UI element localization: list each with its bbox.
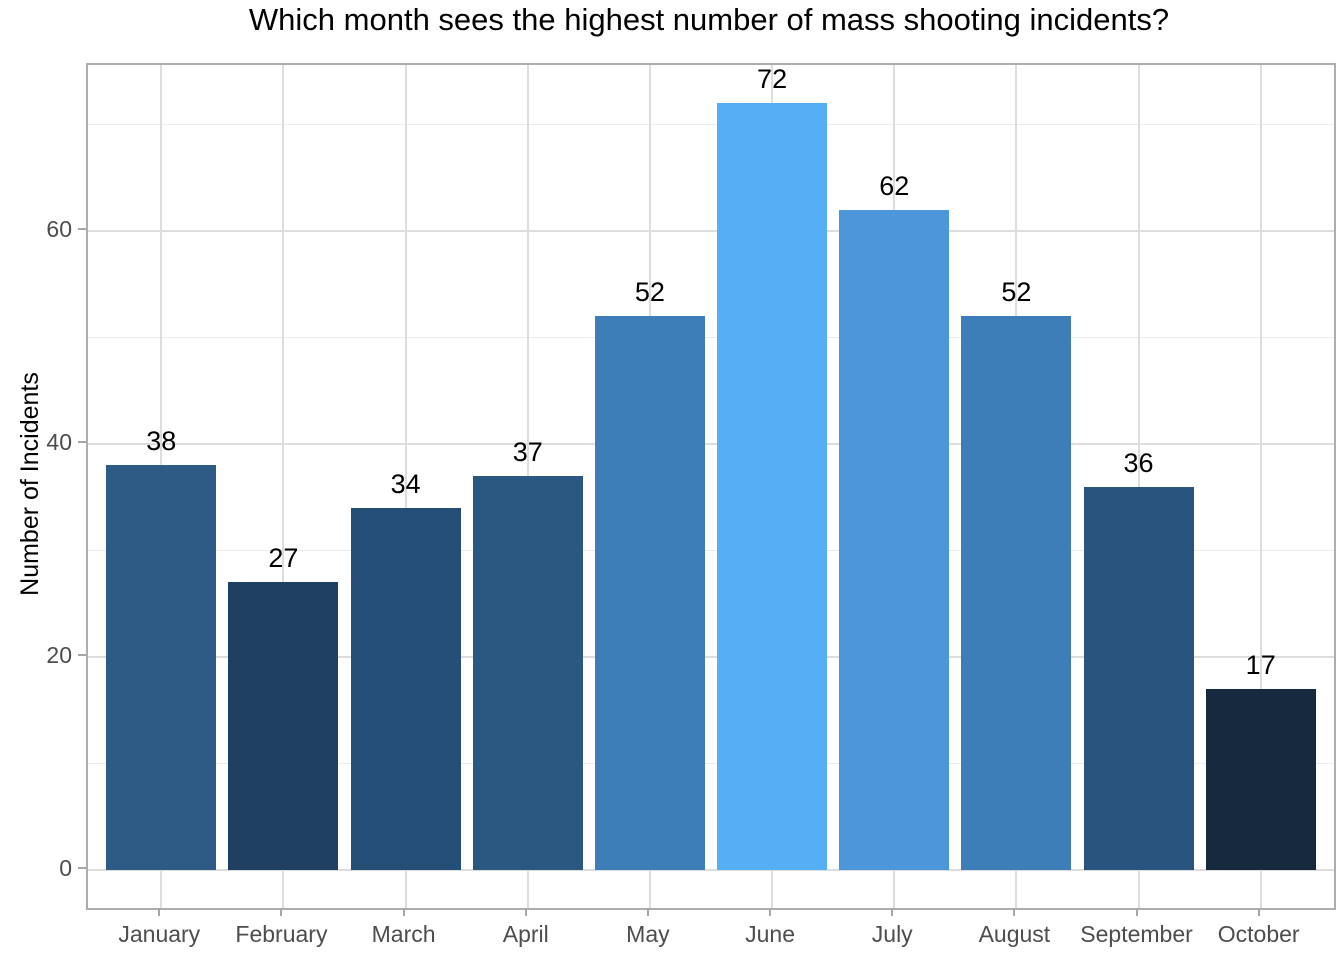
chart-title: Which month sees the highest number of m… [248,2,1170,37]
v-gridline-october [1259,65,1262,908]
h-gridline-minor [88,549,1334,551]
x-axis-label-june: June [745,921,796,947]
h-gridline-major [88,230,1334,233]
bar-value-label-june: 72 [757,64,788,95]
bar-value-label-march: 34 [390,468,421,499]
bar-value-label-february: 27 [268,543,299,574]
x-axis-label-september: September [1080,921,1193,947]
y-tick-mark [78,440,86,443]
bar-february [228,582,339,870]
bar-value-label-july: 62 [879,170,910,201]
h-gridline-minor [88,336,1334,338]
bar-march [350,507,461,870]
bar-july [839,209,950,870]
y-tick-mark [78,228,86,231]
plot-panel: 38 27 34 37 52 72 62 52 36 17 [86,63,1336,910]
bar-june [717,103,828,870]
y-tick-label: 60 [46,216,72,243]
bar-value-label-october: 17 [1245,649,1276,680]
v-gridline-march [404,65,407,908]
y-tick-label: 0 [59,854,72,881]
y-tick-label: 40 [46,428,72,455]
x-tick-mark [280,908,283,916]
bar-value-label-september: 36 [1123,447,1154,478]
v-gridline-february [282,65,285,908]
bar-value-label-april: 37 [512,436,543,467]
x-tick-mark [646,908,649,916]
x-axis-label-february: February [235,921,328,947]
x-axis-label-march: March [371,921,436,947]
x-axis-label-april: April [502,921,549,947]
bar-august [961,316,1072,870]
y-tick-label: 20 [46,641,72,668]
bar-may [594,316,705,870]
bar-value-label-january: 38 [146,426,177,457]
x-tick-mark [1257,908,1260,916]
h-gridline-minor [88,124,1334,126]
bar-value-label-august: 52 [1001,277,1032,308]
bar-january [106,465,217,870]
h-gridline-major [88,655,1334,658]
x-tick-mark [1135,908,1138,916]
x-axis-label-july: July [871,921,913,947]
x-tick-mark [524,908,527,916]
y-tick-mark [78,866,86,869]
x-tick-mark [402,908,405,916]
x-axis-label-october: October [1217,921,1300,947]
x-tick-mark [891,908,894,916]
bar-value-label-may: 52 [634,277,665,308]
bar-april [472,475,583,870]
bar-october [1205,688,1316,870]
x-axis-label-may: May [626,921,670,947]
h-gridline-major [88,868,1334,871]
x-tick-mark [158,908,161,916]
x-tick-mark [1013,908,1016,916]
y-tick-mark [78,653,86,656]
x-axis-label-august: August [978,921,1051,947]
y-axis-title: Number of Incidents [16,372,44,596]
x-tick-mark [769,908,772,916]
h-gridline-major [88,442,1334,445]
bar-september [1083,486,1194,870]
h-gridline-minor [88,762,1334,764]
x-axis-label-january: January [118,921,201,947]
